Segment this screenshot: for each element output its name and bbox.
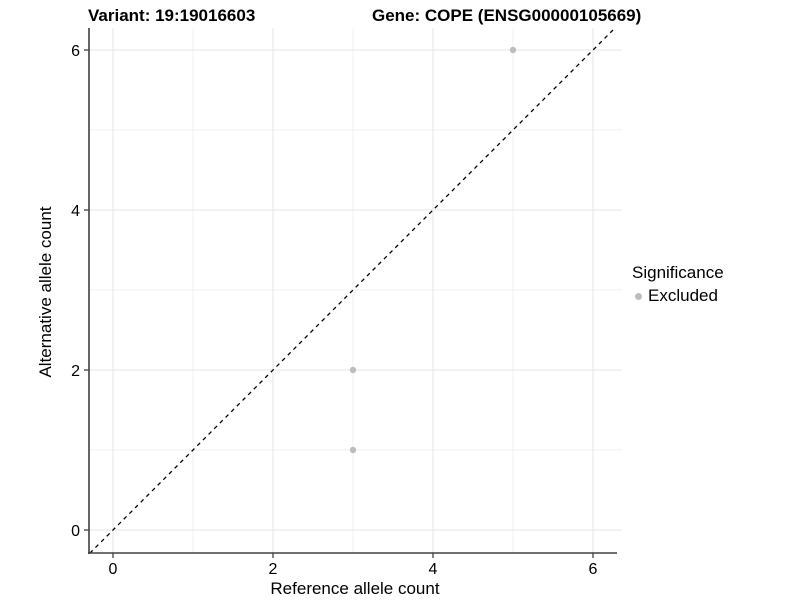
x-tick-label: 6 xyxy=(589,561,598,578)
gene-title: Gene: COPE (ENSG00000105669) xyxy=(372,6,642,25)
y-tick-label: 0 xyxy=(71,523,80,540)
x-axis-title: Reference allele count xyxy=(270,579,440,598)
data-point xyxy=(349,446,357,454)
legend-item-excluded: Excluded xyxy=(635,286,724,306)
excluded-point-icon xyxy=(635,292,642,300)
legend: Significance Excluded xyxy=(632,263,724,306)
y-axis-title: Alternative allele count xyxy=(36,206,55,378)
x-tick-label: 0 xyxy=(109,561,118,578)
legend-item-label: Excluded xyxy=(648,286,718,305)
x-tick-label: 4 xyxy=(429,561,438,578)
variant-title: Variant: 19:19016603 xyxy=(88,6,256,25)
identity-line xyxy=(89,29,614,554)
legend-title: Significance xyxy=(632,263,724,282)
y-tick-label: 6 xyxy=(71,43,80,60)
y-tick-label: 4 xyxy=(71,203,80,220)
y-tick-label: 2 xyxy=(71,363,80,380)
data-point xyxy=(509,46,517,54)
data-point xyxy=(349,366,357,374)
x-tick-label: 2 xyxy=(269,561,278,578)
